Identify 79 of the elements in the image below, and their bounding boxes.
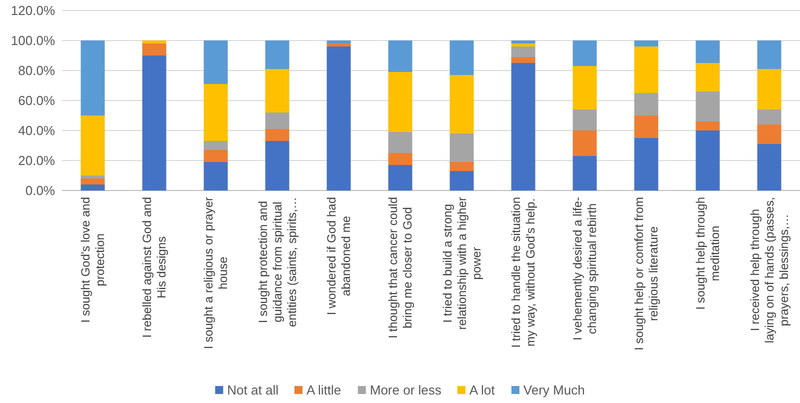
x-tick-label: I sought God's love and protection xyxy=(78,196,108,323)
bar xyxy=(80,116,105,176)
x-tick-label: I vehemently desired a life-changing spiritual rebirth xyxy=(570,197,600,340)
bar xyxy=(511,44,536,46)
x-tick-label: I sought help or comfort from religious literature xyxy=(632,196,661,350)
bar xyxy=(204,84,228,141)
bar xyxy=(204,40,228,84)
bar xyxy=(142,40,166,44)
bar xyxy=(572,40,597,66)
bar xyxy=(696,122,720,130)
x-tick-label: I sought protection and guidance from spiritual entities (saints, spirits,… xyxy=(256,196,299,328)
bar xyxy=(511,57,536,63)
bar xyxy=(326,46,351,190)
y-tick-label: 120.0% xyxy=(10,3,56,18)
bar xyxy=(757,40,782,69)
bar xyxy=(757,144,782,190)
y-tick-label: 20.0% xyxy=(18,153,56,168)
y-tick-label: 100.0% xyxy=(10,33,56,48)
bar xyxy=(450,134,474,162)
bar xyxy=(80,184,105,190)
bar xyxy=(634,116,658,138)
bar xyxy=(757,110,782,124)
bar xyxy=(634,138,658,190)
bar xyxy=(204,150,228,162)
bar xyxy=(80,176,105,178)
bar xyxy=(450,162,474,171)
bar xyxy=(634,93,658,116)
bar xyxy=(204,141,228,150)
y-tick-label: 0.0% xyxy=(25,183,56,198)
bar xyxy=(388,165,412,190)
x-tick-label: I sought a religious or prayer house xyxy=(202,196,230,350)
x-tick-label: I tried to build a strong relationship with a higher power xyxy=(440,196,484,330)
bar xyxy=(450,40,474,75)
bar xyxy=(572,130,597,156)
legend-label: More or less xyxy=(370,382,442,398)
bar xyxy=(696,40,720,63)
legend-label: A little xyxy=(306,382,342,398)
bar xyxy=(265,69,290,112)
bar xyxy=(634,46,658,93)
bar xyxy=(265,112,290,129)
bar xyxy=(511,63,536,190)
bar xyxy=(265,129,290,141)
bar xyxy=(696,92,720,122)
bar xyxy=(696,63,720,92)
bar xyxy=(388,153,412,165)
bar xyxy=(757,69,782,110)
x-tick-label: I wondered if God had abandoned me xyxy=(324,197,354,316)
bar xyxy=(142,44,166,56)
bar xyxy=(326,40,351,44)
bar xyxy=(204,162,228,190)
bar xyxy=(142,56,166,190)
bar xyxy=(572,110,597,130)
bar xyxy=(511,40,536,44)
bar xyxy=(511,46,536,57)
y-tick-label: 60.0% xyxy=(18,93,56,108)
bar xyxy=(388,132,412,153)
bar xyxy=(450,75,474,134)
bar xyxy=(80,40,105,116)
bar xyxy=(696,130,720,190)
legend-label: Not at all xyxy=(227,382,279,398)
bar xyxy=(326,44,351,46)
bar xyxy=(450,171,474,190)
x-tick-label: I rebelled against God and His designs xyxy=(140,197,169,338)
bar xyxy=(634,40,658,46)
bar xyxy=(388,40,412,72)
bar xyxy=(265,141,290,190)
x-tick-label: I received help through laying on of hands (passes, prayers, blessings,… xyxy=(748,197,791,344)
legend-label: Very Much xyxy=(523,382,585,398)
x-tick-label: I tried to handle the situation my way, without God's help. xyxy=(509,196,538,348)
y-tick-label: 80.0% xyxy=(18,63,56,78)
y-tick-label: 40.0% xyxy=(18,123,56,138)
bar xyxy=(80,178,105,184)
x-tick-label: I sought help through meditation xyxy=(694,196,722,310)
bar xyxy=(388,72,412,132)
bar xyxy=(757,124,782,144)
bar xyxy=(265,40,290,69)
bar xyxy=(572,156,597,190)
bar xyxy=(572,66,597,110)
legend-label: A lot xyxy=(469,382,496,398)
